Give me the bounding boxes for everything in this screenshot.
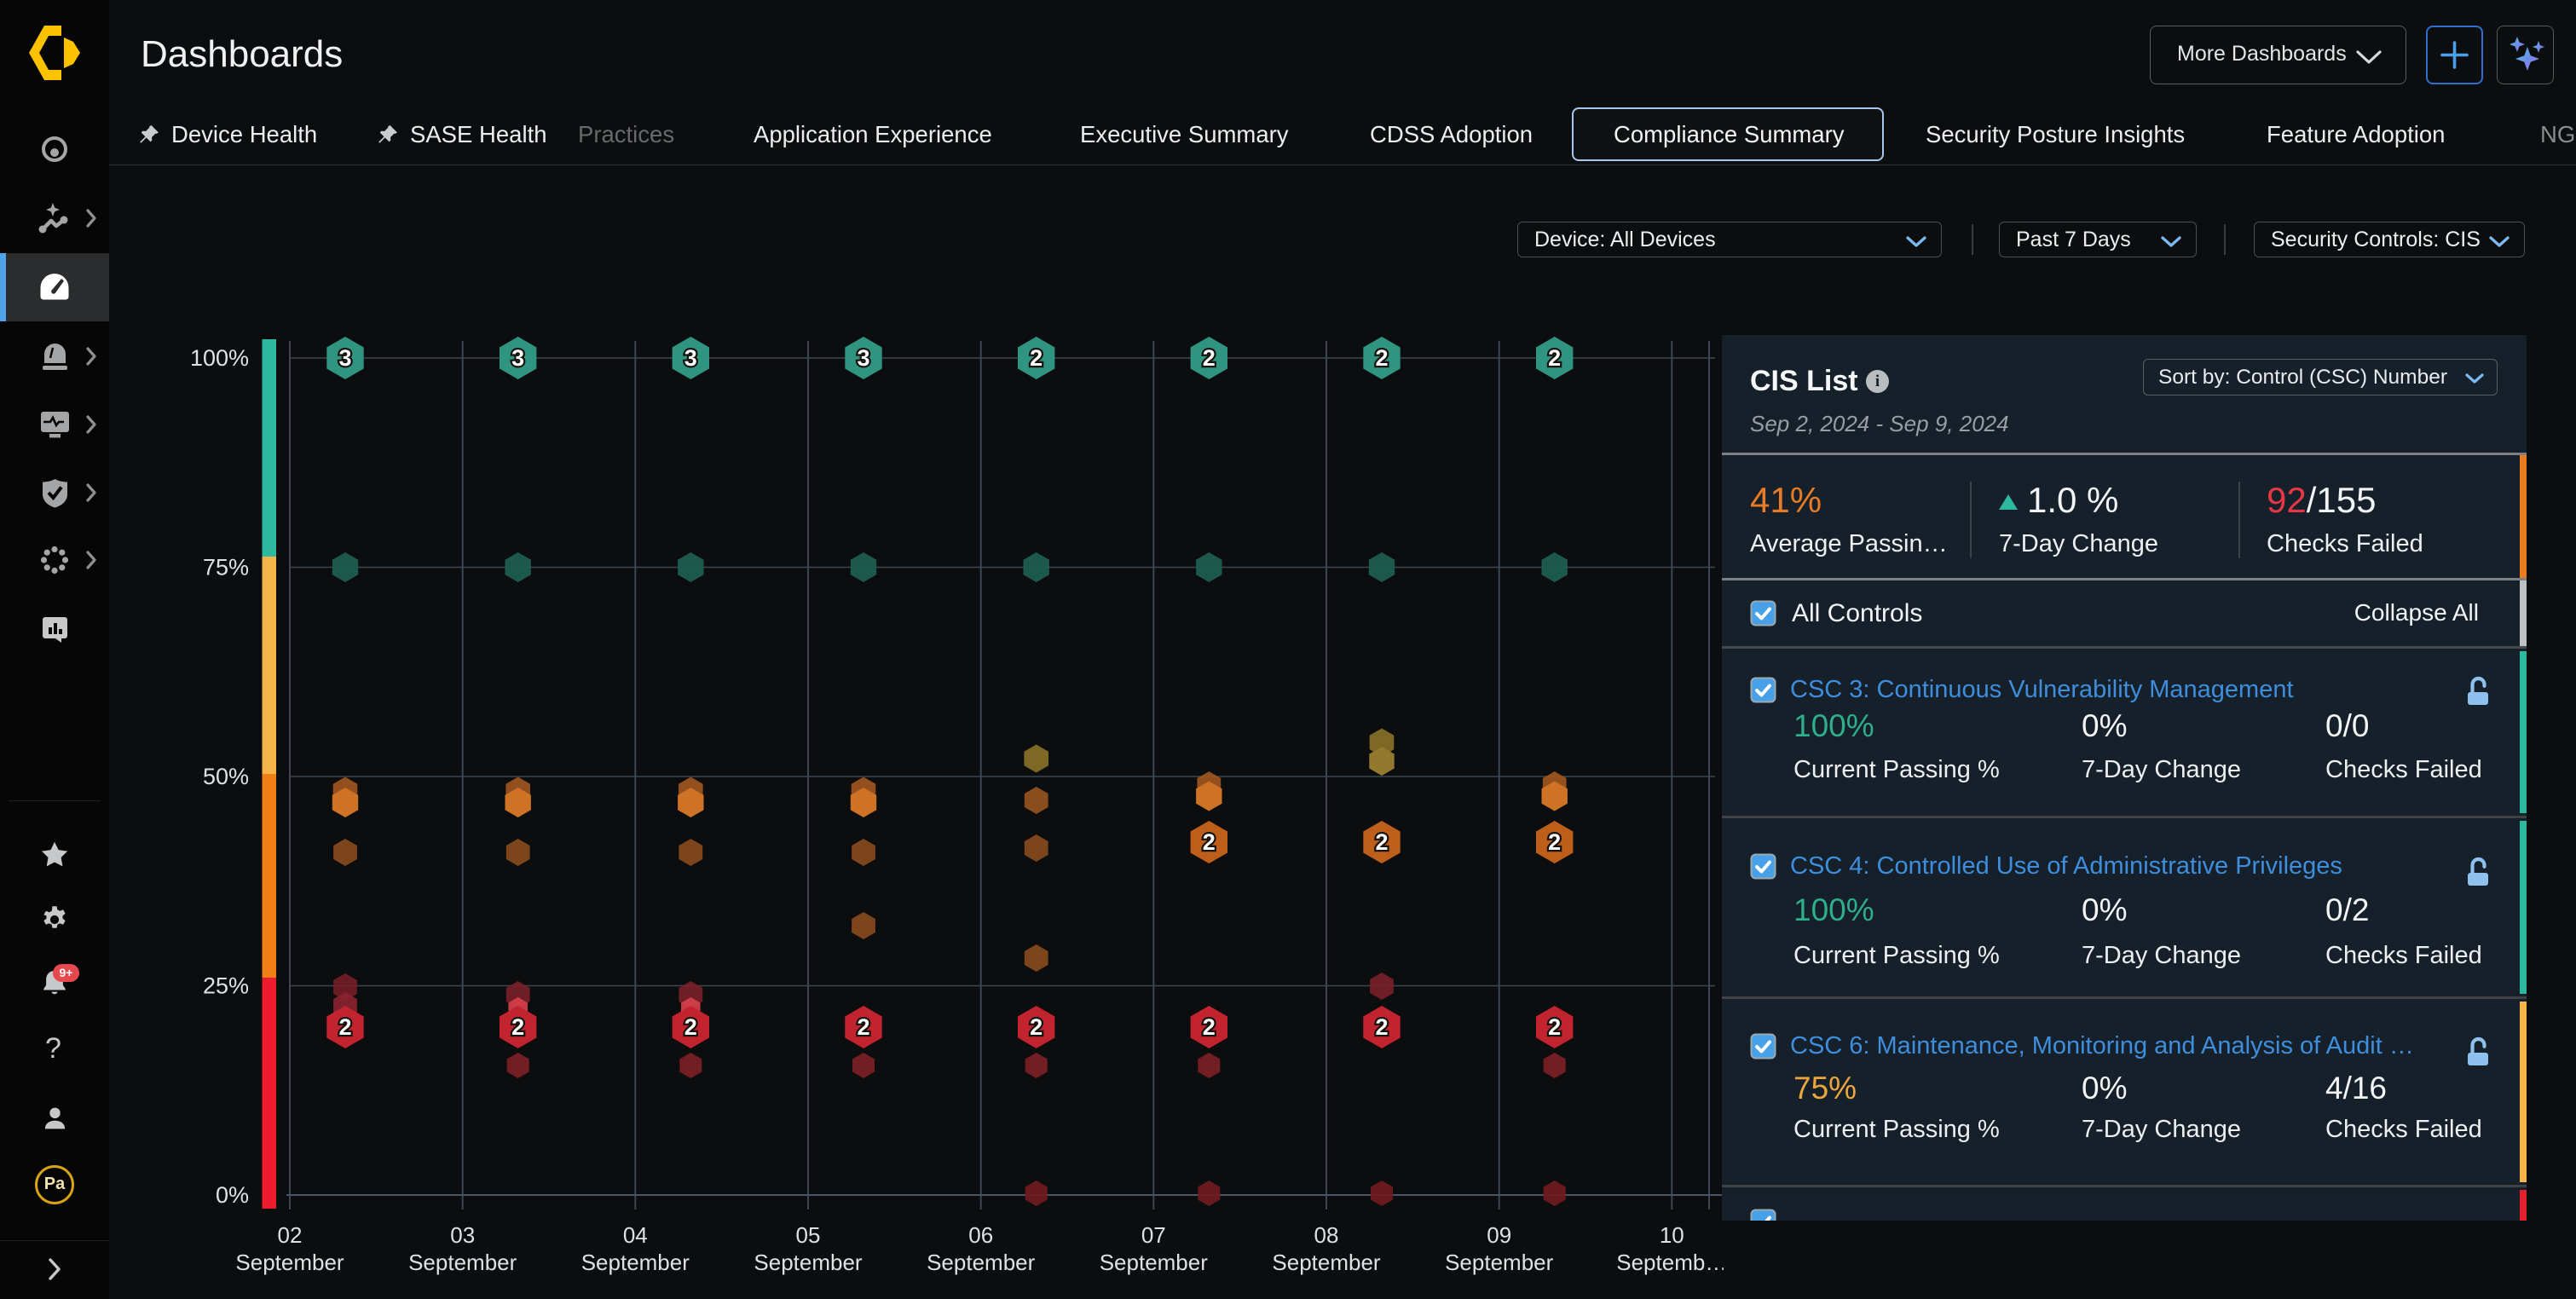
svg-text:3: 3: [338, 345, 351, 371]
svg-text:25%: 25%: [203, 973, 249, 999]
svg-text:September: September: [1100, 1250, 1209, 1275]
svg-text:September: September: [581, 1250, 690, 1275]
svg-text:September: September: [235, 1250, 344, 1275]
svg-text:3: 3: [857, 345, 869, 371]
svg-text:2: 2: [511, 1014, 524, 1040]
svg-text:September: September: [927, 1250, 1036, 1275]
svg-text:10: 10: [1660, 1222, 1684, 1248]
svg-text:September: September: [1272, 1250, 1381, 1275]
svg-text:3: 3: [511, 345, 524, 371]
svg-text:2: 2: [1030, 1014, 1043, 1040]
svg-text:2: 2: [684, 1014, 697, 1040]
svg-text:09: 09: [1487, 1222, 1511, 1248]
svg-text:02: 02: [278, 1222, 303, 1248]
svg-text:2: 2: [1548, 345, 1561, 371]
svg-text:2: 2: [1375, 345, 1388, 371]
svg-text:06: 06: [968, 1222, 993, 1248]
svg-text:2: 2: [1375, 829, 1388, 855]
svg-text:100%: 100%: [190, 345, 249, 371]
svg-text:0%: 0%: [216, 1182, 249, 1208]
svg-text:75%: 75%: [203, 555, 249, 580]
svg-text:08: 08: [1314, 1222, 1339, 1248]
svg-text:03: 03: [450, 1222, 475, 1248]
svg-text:2: 2: [338, 1014, 351, 1040]
svg-text:2: 2: [1548, 829, 1561, 855]
svg-text:2: 2: [1203, 1014, 1216, 1040]
svg-text:September: September: [1445, 1250, 1554, 1275]
svg-text:2: 2: [1375, 1014, 1388, 1040]
svg-text:2: 2: [1030, 345, 1043, 371]
svg-text:07: 07: [1141, 1222, 1166, 1248]
svg-text:2: 2: [1548, 1014, 1561, 1040]
svg-text:04: 04: [623, 1222, 648, 1248]
svg-text:September: September: [754, 1250, 863, 1275]
svg-text:Septemb…: Septemb…: [1616, 1250, 1724, 1275]
svg-text:50%: 50%: [203, 764, 249, 789]
svg-text:2: 2: [1203, 829, 1216, 855]
svg-text:3: 3: [684, 345, 697, 371]
svg-text:2: 2: [857, 1014, 869, 1040]
svg-text:05: 05: [796, 1222, 821, 1248]
svg-text:2: 2: [1203, 345, 1216, 371]
svg-text:September: September: [408, 1250, 517, 1275]
